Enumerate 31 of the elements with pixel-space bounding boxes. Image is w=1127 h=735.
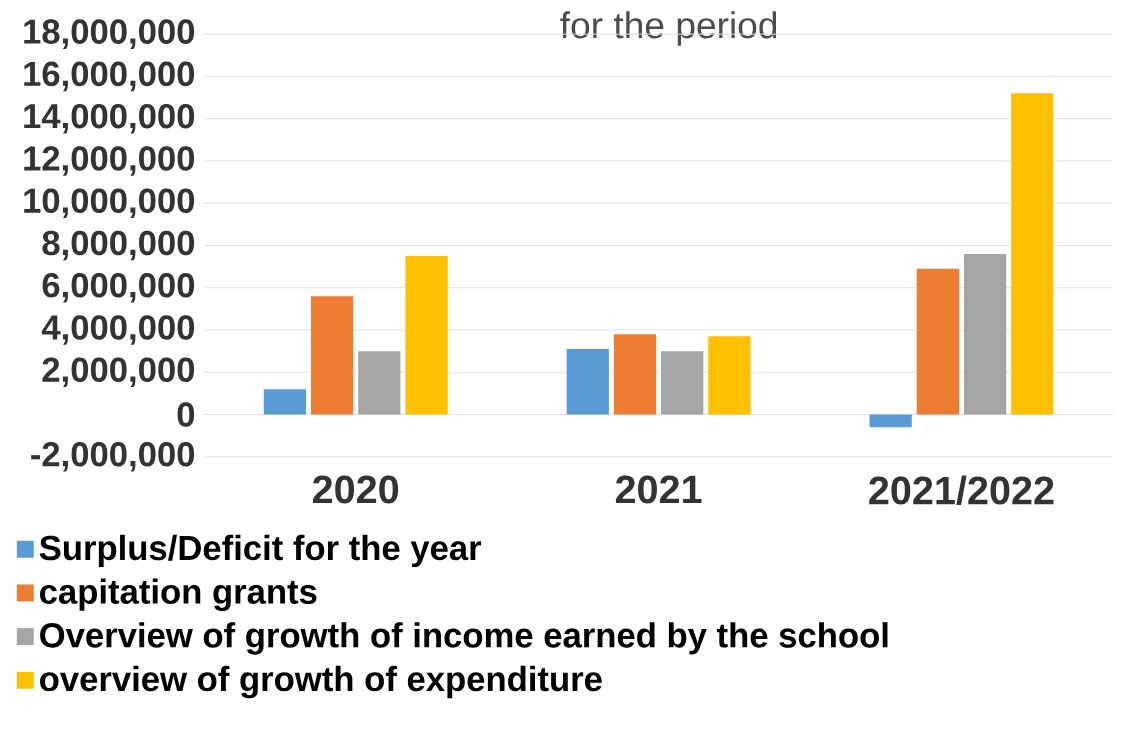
- y-tick-label: 2,000,000: [42, 357, 195, 388]
- y-tick-label: 4,000,000: [41, 315, 195, 345]
- legend-label: capitation grants: [40, 578, 317, 611]
- y-tick-label: 0: [177, 402, 195, 427]
- bar: [310, 296, 354, 415]
- x-tick-label: 2020: [313, 475, 399, 504]
- y-tick-label: 10,000,000: [24, 188, 195, 218]
- legend-label: overview of growth of expenditure: [40, 665, 602, 699]
- bar: [613, 334, 657, 415]
- bar: [661, 351, 704, 415]
- x-tick-label: 2021/2022: [869, 475, 1054, 505]
- y-tick-label: 6,000,000: [42, 272, 195, 303]
- bar: [1011, 93, 1054, 415]
- x-tick-label: 2021: [615, 475, 702, 504]
- y-tick-label: 16,000,000: [24, 61, 195, 92]
- legend-label: Surplus/Deficit for the year: [39, 534, 482, 568]
- bar: [405, 256, 448, 415]
- bar: [963, 253, 1007, 415]
- bar: [869, 414, 912, 428]
- bar: [916, 268, 960, 415]
- y-tick-label: 18,000,000: [24, 19, 195, 49]
- bar: [263, 389, 307, 415]
- legend-label: Overview of growth of income earned by the school: [40, 622, 888, 655]
- y-tick-label: 14,000,000: [24, 103, 195, 134]
- bar: [708, 336, 751, 415]
- chart-title: for the period: [560, 11, 777, 46]
- y-tick-label: 8,000,000: [42, 230, 195, 261]
- y-tick-label: -2,000,000: [31, 441, 195, 472]
- y-tick-label: 12,000,000: [24, 146, 195, 176]
- bar: [566, 349, 609, 415]
- bar: [358, 351, 401, 415]
